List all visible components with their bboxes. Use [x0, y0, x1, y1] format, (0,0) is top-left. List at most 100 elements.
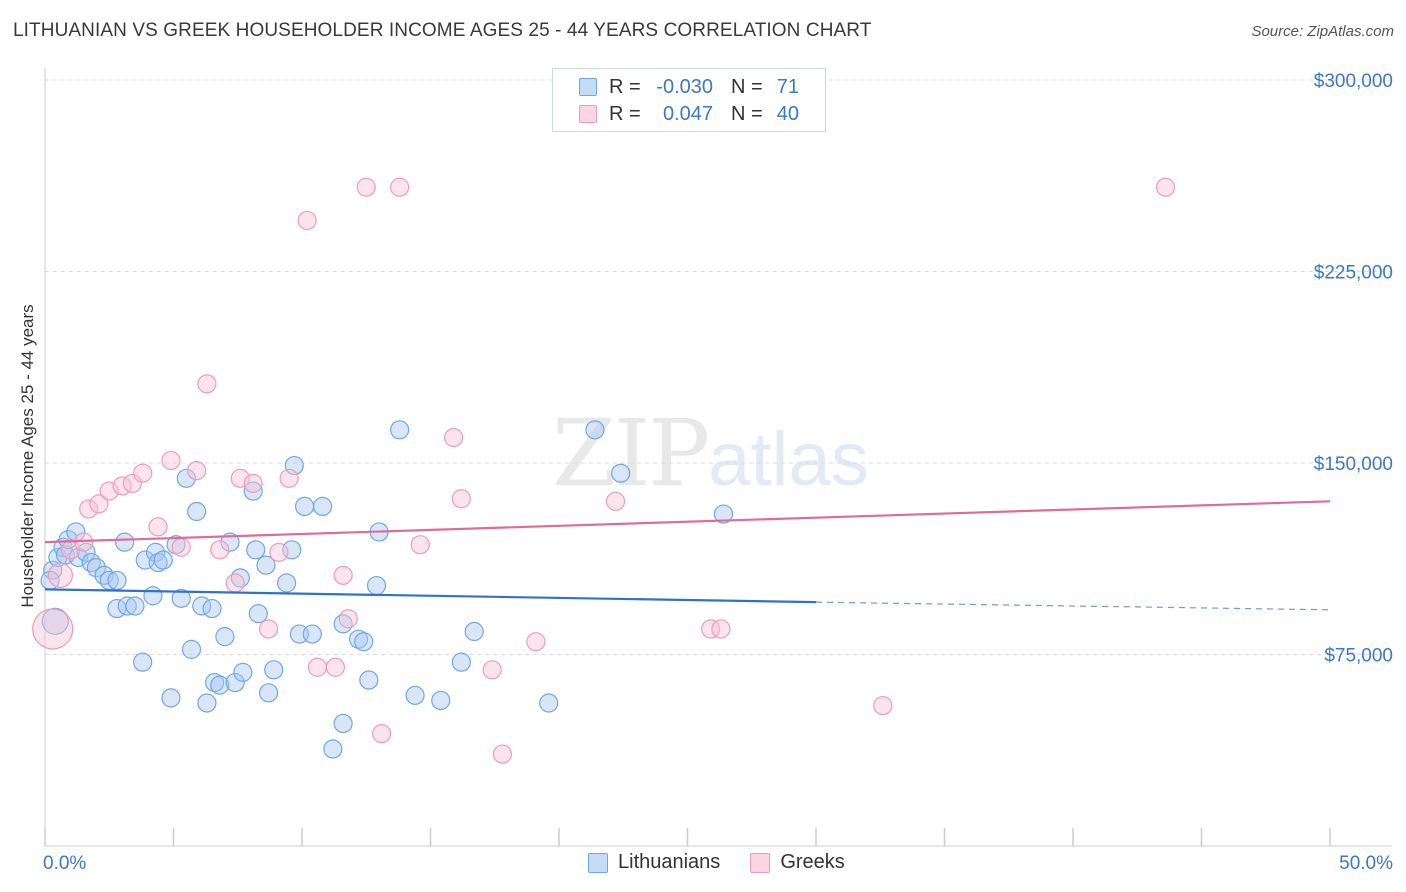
lithuanians-point	[187, 501, 207, 522]
y-tick-label: $300,000	[1314, 71, 1393, 92]
legend-label-greeks: Greeks	[780, 851, 845, 873]
lithuanians-point	[333, 614, 353, 634]
legend-swatch-blue	[588, 852, 608, 873]
watermark-atlas: atlas	[708, 417, 869, 502]
lithuanians-point	[243, 481, 263, 501]
lithuanians-point	[197, 693, 217, 713]
lithuanians-point	[166, 535, 186, 555]
greeks-point	[89, 494, 109, 514]
lithuanians-point	[302, 624, 322, 644]
lithuanians-point	[284, 455, 304, 476]
lithuanians-point	[115, 532, 135, 552]
lithuanians-point	[81, 552, 101, 573]
lithuanians-point	[323, 739, 343, 759]
series-legend: Lithuanians Greeks	[588, 851, 875, 874]
lithuanians-point	[220, 532, 240, 552]
greeks-point	[133, 463, 153, 483]
greeks-point	[451, 489, 471, 509]
lithuanians-point	[405, 685, 425, 705]
lithuanians-point	[585, 420, 605, 440]
lithuanians-point	[366, 575, 387, 596]
greeks-point	[410, 535, 430, 555]
correlation-legend: R = -0.030 N = 71 R = 0.047 N = 40	[552, 68, 826, 132]
lithuanians-point	[161, 688, 181, 708]
greeks-point	[1155, 177, 1176, 197]
legend-swatch-pink	[579, 105, 597, 123]
greeks-points	[32, 177, 1176, 764]
lithuanians-point	[41, 607, 69, 635]
greeks-point	[171, 537, 191, 557]
lithuanians-point	[431, 690, 451, 711]
legend-r-label: R =	[609, 75, 641, 98]
lithuanians-point	[264, 660, 284, 680]
greeks-point	[161, 450, 181, 471]
greeks-point	[243, 473, 263, 494]
greeks-point	[297, 210, 317, 231]
legend-label-lithuanians: Lithuanians	[618, 851, 721, 873]
x-tick-label: 0.0%	[43, 853, 86, 874]
lithuanians-point	[276, 573, 297, 593]
legend-n-value: 71	[776, 75, 799, 98]
greeks-point	[122, 473, 142, 494]
greeks-point	[390, 177, 410, 197]
lithuanians-point	[539, 693, 559, 713]
legend-n-label: N =	[731, 75, 763, 98]
greeks-point	[197, 374, 217, 394]
lithuanians-point	[148, 552, 168, 573]
greeks-point	[444, 427, 464, 448]
legend-swatch-pink	[750, 852, 771, 873]
lithuanians-point	[202, 598, 222, 619]
greeks-point	[873, 695, 893, 716]
lithuanians-point	[171, 588, 191, 608]
lithuanians-point	[94, 565, 114, 585]
greeks-point	[372, 724, 392, 744]
lithuanians-point	[125, 596, 145, 616]
lithuanians-point	[359, 670, 379, 690]
lithuanians-point	[258, 683, 279, 703]
legend-item-lithuanians: Lithuanians	[588, 851, 720, 874]
y-tick-label: $225,000	[1314, 263, 1393, 284]
lithuanians-point	[390, 420, 410, 440]
greeks-point	[187, 461, 207, 481]
legend-row-greeks: R = 0.047 N = 40	[579, 102, 799, 126]
lithuanians-point	[248, 604, 268, 624]
lithuanians-point	[181, 639, 202, 659]
lithuanians-point	[107, 570, 127, 591]
legend-item-greeks: Greeks	[750, 851, 845, 874]
lithuanians-point	[153, 550, 173, 570]
greeks-point	[711, 619, 731, 639]
watermark-zip: ZIP	[552, 400, 710, 507]
lithuanians-point	[210, 675, 230, 695]
greeks-point	[338, 609, 358, 629]
trend-lines	[44, 500, 1331, 611]
greeks-point	[333, 565, 353, 585]
y-tick-label: $75,000	[1324, 646, 1393, 667]
greeks-point	[279, 468, 299, 488]
greeks-point	[32, 608, 74, 650]
greeks-point	[269, 542, 289, 562]
greeks-point	[47, 562, 74, 588]
legend-r-value: 0.047	[662, 102, 713, 125]
greeks-point	[210, 540, 230, 560]
legend-r-value: -0.030	[656, 75, 713, 98]
lithuanians-point	[205, 672, 225, 693]
gridlines	[45, 79, 1392, 655]
greeks-point	[99, 481, 119, 501]
legend-row-lithuanians: R = -0.030 N = 71	[579, 75, 799, 99]
greeks-point	[356, 177, 376, 197]
legend-r-label: R =	[609, 102, 641, 125]
greeks-point	[482, 660, 502, 680]
lithuanians-point	[451, 652, 471, 672]
greeks-point	[79, 499, 99, 519]
lithuanians-point	[713, 504, 734, 524]
lithuanians-point	[215, 627, 235, 647]
lithuanians-trend-line	[44, 588, 817, 604]
lithuanians-point	[354, 632, 374, 652]
greeks-point	[148, 517, 168, 537]
watermark: ZIPatlas	[552, 400, 869, 507]
greeks-point	[492, 744, 513, 764]
legend-n-value: 40	[776, 102, 799, 125]
greeks-point	[307, 657, 328, 677]
greeks-point	[605, 491, 626, 511]
source-credit: Source: ZipAtlas.com	[1251, 23, 1394, 40]
